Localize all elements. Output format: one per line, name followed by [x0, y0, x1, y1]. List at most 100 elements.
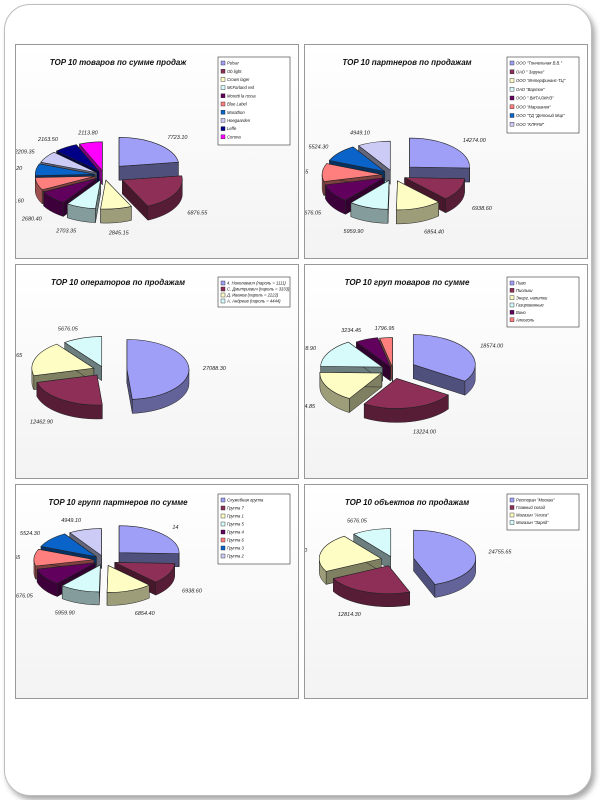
legend-item: ООО "Тоннельная В.В.": [516, 61, 562, 66]
legend-swatch: [220, 545, 226, 551]
legend-item: Алкоголь: [515, 317, 534, 322]
chart-title: TOP 10 операторов по продажам: [51, 278, 185, 287]
legend-item: 4. Николаевич (пароль = 1111): [227, 281, 286, 286]
data-label: 12462.90: [305, 548, 308, 554]
pie-slice: [363, 378, 449, 409]
legend-swatch: [220, 101, 226, 107]
pie-chart-4: TOP 10 груп товаров по сумме 18574.00 1322…: [305, 276, 580, 435]
pie-chart-2: TOP 10 партнеров по продажам 14274.00 6938…: [305, 56, 580, 236]
pie-slice: [121, 175, 183, 207]
legend-item: ООО "Интерфинанс-ТЦ": [516, 78, 566, 83]
pie-slice: [332, 565, 411, 595]
pie-tops: [321, 137, 470, 211]
pie-slice: [320, 341, 384, 368]
pie-slice: [396, 180, 440, 211]
data-label: 5959.90: [344, 229, 365, 235]
pie-slice: [126, 339, 190, 400]
pie-slice: [355, 337, 392, 368]
legend-swatch: [509, 505, 515, 510]
data-label: 12462.90: [30, 420, 54, 426]
data-label: 13224.00: [413, 429, 437, 435]
legend-item: Магазин "Заряд": [516, 520, 549, 525]
legend-item: Д. Иванов (пароль = 2222): [226, 293, 279, 298]
pie-slice: [118, 525, 180, 554]
legend-swatch: [220, 298, 226, 304]
pie-labels: 14274.00 6938.60 6854.40 5959.90 5676.05 5632…: [305, 131, 493, 236]
legend-item: Группа 3: [227, 546, 244, 551]
data-label: 2163.50: [37, 137, 59, 143]
legend-swatch: [509, 60, 515, 66]
legend-item: Marathon: [227, 110, 245, 115]
pie-slice: [106, 564, 150, 593]
legend-item: Crown lager: [227, 77, 250, 82]
data-label: 18574.00: [480, 344, 504, 350]
legend-item: Hoegaarden: [227, 118, 251, 123]
legend-item: Группа 6: [227, 538, 244, 543]
legend-swatch: [220, 505, 226, 511]
legend-swatch: [509, 95, 515, 101]
chart-panel-6: TOP 10 объектов по продажам 24755.65 12814…: [304, 484, 588, 699]
data-label: 6854.40: [424, 229, 445, 235]
legend-item: Blue Label: [227, 102, 248, 107]
legend-swatch: [220, 280, 226, 286]
pie-slice: [100, 179, 132, 210]
legend-swatch: [220, 286, 226, 292]
chart-panel-1: TOP 10 товаров по сумме продаж 7723.10 687…: [15, 44, 299, 259]
data-label: 10481.65: [16, 353, 23, 359]
data-label: 24755.65: [488, 550, 513, 556]
legend-item: Пиво: [516, 281, 526, 286]
pie-slice: [319, 372, 383, 399]
pie-labels: 24755.65 12814.30 12462.90 5676.05: [305, 519, 512, 619]
legend-item: Магазин "Алиса": [516, 513, 549, 518]
data-label: 6876.55: [187, 210, 208, 216]
pie-slice: [34, 175, 96, 191]
legend-item: Группа 2: [227, 554, 244, 559]
legend-item: ОАО " Заруна": [516, 69, 545, 74]
legend-swatch: [220, 60, 226, 66]
legend-item: А. Андреев (пароль = 4444): [226, 299, 281, 304]
chart-title: TOP 10 товаров по сумме продаж: [50, 58, 188, 67]
pie-slice: [66, 179, 102, 209]
legend-swatch: [220, 69, 226, 74]
data-label: 7723.10: [168, 135, 189, 141]
pie-slice: [33, 548, 94, 567]
legend-swatch: [220, 109, 226, 115]
pie-slice: [40, 151, 97, 173]
pie-tops: [34, 137, 183, 210]
pie-slice: [409, 137, 470, 169]
pie-tops: [31, 336, 190, 406]
legend-item: ОАО "Вартон": [516, 87, 545, 92]
pie-slice: [118, 137, 179, 167]
data-label: 2209.35: [16, 149, 35, 155]
legend-swatch: [509, 87, 515, 92]
legend-swatch: [509, 69, 515, 74]
pie-slice: [350, 179, 390, 210]
data-label: 2368.60: [16, 199, 25, 205]
pie-slice: [114, 562, 175, 583]
data-label: 6938.60: [472, 206, 493, 212]
chart-legend: 4. Николаевич (пароль = 1111)С. Дмитриев…: [217, 276, 291, 308]
legend-swatch: [509, 113, 515, 118]
pie-slice: [64, 336, 103, 368]
data-label: 27088.30: [202, 366, 227, 372]
data-label: 2261.20: [16, 166, 23, 172]
data-label: 8288.90: [305, 346, 317, 352]
legend-item: Ресторан "Москва": [516, 498, 555, 503]
legend-swatch: [220, 521, 226, 527]
pie-slice: [325, 177, 384, 201]
legend-item: Corona: [227, 134, 241, 139]
pie-slice: [412, 334, 476, 382]
legend-swatch: [220, 126, 226, 131]
chart-panel-2: TOP 10 партнеров по продажам 14274.00 6938…: [304, 44, 588, 259]
legend-swatch: [509, 78, 515, 83]
legend-item: Группа 4: [227, 530, 244, 535]
legend-swatch: [509, 310, 515, 315]
pie-chart-3: TOP 10 операторов по продажам 27088.30 124…: [16, 276, 291, 426]
data-label: 14: [172, 525, 178, 531]
data-label: 3234.45: [341, 328, 362, 334]
legend-item: Служебная группа: [227, 498, 264, 503]
legend-item: ООО "Маршанея": [516, 104, 551, 109]
legend-item: Ob light: [227, 69, 242, 74]
data-label: 12814.30: [338, 612, 362, 618]
pie-tops: [319, 334, 476, 409]
